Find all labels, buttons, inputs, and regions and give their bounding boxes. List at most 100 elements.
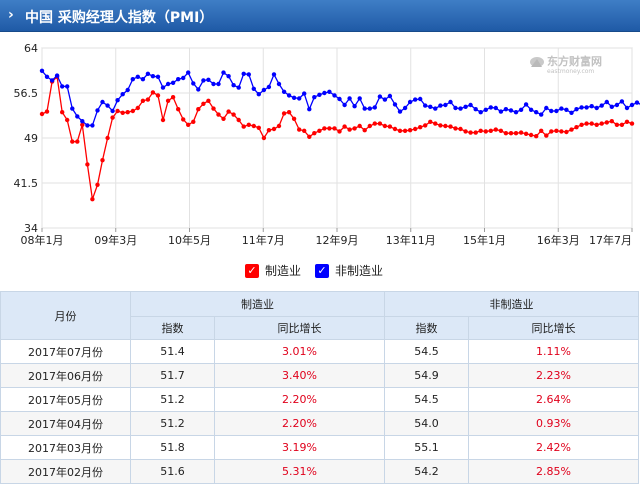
data-point-non-manufacturing[interactable] xyxy=(60,84,64,88)
data-point-non-manufacturing[interactable] xyxy=(509,108,513,112)
data-point-non-manufacturing[interactable] xyxy=(312,95,316,99)
data-point-non-manufacturing[interactable] xyxy=(448,100,452,104)
data-point-non-manufacturing[interactable] xyxy=(443,103,447,107)
data-point-manufacturing[interactable] xyxy=(307,135,311,139)
data-point-manufacturing[interactable] xyxy=(494,127,498,131)
data-point-non-manufacturing[interactable] xyxy=(110,109,114,113)
data-point-manufacturing[interactable] xyxy=(468,130,472,134)
data-point-non-manufacturing[interactable] xyxy=(221,70,225,74)
data-point-non-manufacturing[interactable] xyxy=(428,105,432,109)
data-point-manufacturing[interactable] xyxy=(337,129,341,133)
data-point-manufacturing[interactable] xyxy=(605,120,609,124)
data-point-non-manufacturing[interactable] xyxy=(620,99,624,103)
data-point-manufacturing[interactable] xyxy=(458,127,462,131)
data-point-manufacturing[interactable] xyxy=(393,127,397,131)
data-point-non-manufacturing[interactable] xyxy=(191,81,195,85)
data-point-non-manufacturing[interactable] xyxy=(514,110,518,114)
data-point-non-manufacturing[interactable] xyxy=(352,104,356,108)
data-point-non-manufacturing[interactable] xyxy=(373,105,377,109)
data-point-manufacturing[interactable] xyxy=(433,121,437,125)
data-point-manufacturing[interactable] xyxy=(302,129,306,133)
data-point-manufacturing[interactable] xyxy=(196,107,200,111)
data-point-manufacturing[interactable] xyxy=(342,124,346,128)
data-point-non-manufacturing[interactable] xyxy=(418,97,422,101)
data-point-non-manufacturing[interactable] xyxy=(595,106,599,110)
data-point-manufacturing[interactable] xyxy=(534,134,538,138)
data-point-non-manufacturing[interactable] xyxy=(166,82,170,86)
data-point-manufacturing[interactable] xyxy=(413,127,417,131)
data-point-manufacturing[interactable] xyxy=(45,109,49,113)
data-point-non-manufacturing[interactable] xyxy=(554,109,558,113)
data-point-non-manufacturing[interactable] xyxy=(231,83,235,87)
data-point-non-manufacturing[interactable] xyxy=(100,100,104,104)
data-point-manufacturing[interactable] xyxy=(247,123,251,127)
data-point-non-manufacturing[interactable] xyxy=(40,69,44,73)
data-point-non-manufacturing[interactable] xyxy=(105,103,109,107)
data-point-non-manufacturing[interactable] xyxy=(584,105,588,109)
data-point-manufacturing[interactable] xyxy=(156,93,160,97)
data-point-manufacturing[interactable] xyxy=(206,99,210,103)
data-point-manufacturing[interactable] xyxy=(282,111,286,115)
data-point-non-manufacturing[interactable] xyxy=(342,103,346,107)
data-point-non-manufacturing[interactable] xyxy=(70,106,74,110)
data-point-manufacturing[interactable] xyxy=(237,118,241,122)
data-point-manufacturing[interactable] xyxy=(590,121,594,125)
data-point-manufacturing[interactable] xyxy=(327,126,331,130)
data-point-non-manufacturing[interactable] xyxy=(504,107,508,111)
data-point-non-manufacturing[interactable] xyxy=(85,123,89,127)
data-point-manufacturing[interactable] xyxy=(85,162,89,166)
data-point-manufacturing[interactable] xyxy=(489,129,493,133)
data-point-non-manufacturing[interactable] xyxy=(630,103,634,107)
data-point-non-manufacturing[interactable] xyxy=(368,106,372,110)
data-point-non-manufacturing[interactable] xyxy=(272,72,276,76)
legend-item-manufacturing[interactable]: ✓ 制造业 xyxy=(245,262,301,279)
data-point-non-manufacturing[interactable] xyxy=(252,87,256,91)
data-point-non-manufacturing[interactable] xyxy=(287,93,291,97)
data-point-manufacturing[interactable] xyxy=(544,133,548,137)
data-point-non-manufacturing[interactable] xyxy=(216,82,220,86)
data-point-manufacturing[interactable] xyxy=(322,126,326,130)
data-point-manufacturing[interactable] xyxy=(141,99,145,103)
data-point-non-manufacturing[interactable] xyxy=(226,74,230,78)
data-point-non-manufacturing[interactable] xyxy=(625,106,629,110)
data-point-manufacturing[interactable] xyxy=(463,129,467,133)
data-point-manufacturing[interactable] xyxy=(181,117,185,121)
data-point-non-manufacturing[interactable] xyxy=(131,77,135,81)
data-point-non-manufacturing[interactable] xyxy=(196,87,200,91)
data-point-manufacturing[interactable] xyxy=(398,129,402,133)
data-point-non-manufacturing[interactable] xyxy=(45,75,49,79)
data-point-manufacturing[interactable] xyxy=(524,132,528,136)
data-point-manufacturing[interactable] xyxy=(408,128,412,132)
data-point-non-manufacturing[interactable] xyxy=(151,74,155,78)
data-point-manufacturing[interactable] xyxy=(262,136,266,140)
data-point-manufacturing[interactable] xyxy=(95,183,99,187)
data-point-non-manufacturing[interactable] xyxy=(524,102,528,106)
data-point-manufacturing[interactable] xyxy=(272,127,276,131)
data-point-non-manufacturing[interactable] xyxy=(423,103,427,107)
data-point-non-manufacturing[interactable] xyxy=(126,88,130,92)
data-point-manufacturing[interactable] xyxy=(60,110,64,114)
data-point-non-manufacturing[interactable] xyxy=(388,94,392,98)
data-point-manufacturing[interactable] xyxy=(564,130,568,134)
data-point-manufacturing[interactable] xyxy=(292,117,296,121)
data-point-non-manufacturing[interactable] xyxy=(544,106,548,110)
data-point-manufacturing[interactable] xyxy=(615,123,619,127)
data-point-non-manufacturing[interactable] xyxy=(499,109,503,113)
data-point-manufacturing[interactable] xyxy=(368,124,372,128)
data-point-non-manufacturing[interactable] xyxy=(378,94,382,98)
data-point-manufacturing[interactable] xyxy=(579,123,583,127)
data-point-non-manufacturing[interactable] xyxy=(615,103,619,107)
data-point-manufacturing[interactable] xyxy=(110,115,114,119)
data-point-manufacturing[interactable] xyxy=(191,120,195,124)
data-point-non-manufacturing[interactable] xyxy=(393,102,397,106)
data-point-manufacturing[interactable] xyxy=(171,95,175,99)
data-point-manufacturing[interactable] xyxy=(100,158,104,162)
data-point-manufacturing[interactable] xyxy=(105,136,109,140)
data-point-non-manufacturing[interactable] xyxy=(453,106,457,110)
data-point-non-manufacturing[interactable] xyxy=(610,105,614,109)
data-point-non-manufacturing[interactable] xyxy=(590,104,594,108)
data-point-non-manufacturing[interactable] xyxy=(408,100,412,104)
data-point-manufacturing[interactable] xyxy=(347,127,351,131)
data-point-manufacturing[interactable] xyxy=(287,110,291,114)
data-point-manufacturing[interactable] xyxy=(610,119,614,123)
